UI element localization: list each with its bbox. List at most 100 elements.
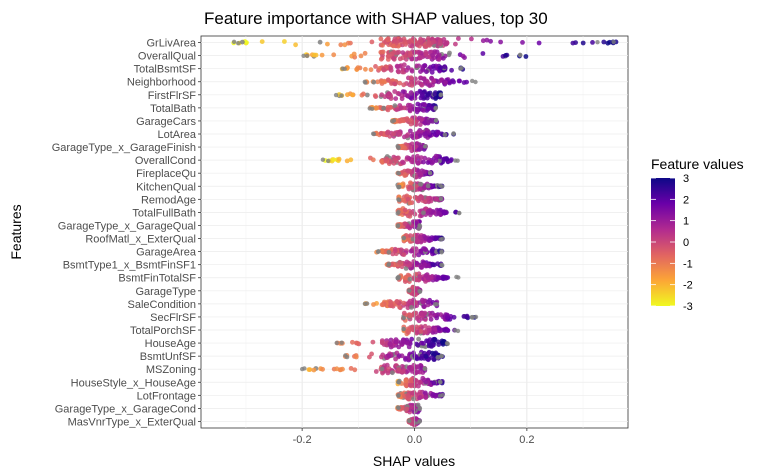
missing-point [417, 224, 423, 229]
shap-point [428, 342, 434, 348]
legend-tick-label: -2 [683, 280, 693, 292]
shap-point [416, 49, 422, 55]
shap-point [407, 102, 413, 108]
missing-point [438, 92, 443, 98]
shap-point [407, 313, 413, 319]
shap-point [413, 271, 419, 277]
shap-point [393, 38, 399, 44]
shap-point [338, 42, 344, 48]
missing-point [236, 41, 241, 46]
y-tick-label: MasVnrType_x_ExterQual [68, 416, 196, 428]
shap-point [331, 52, 337, 58]
y-tick-label: LotArea [157, 129, 196, 141]
shap-point [397, 80, 403, 86]
shap-point [570, 40, 576, 46]
missing-point [422, 366, 427, 371]
missing-point [395, 276, 401, 281]
missing-point [395, 170, 401, 176]
shap-point [355, 340, 360, 346]
missing-point [305, 53, 310, 59]
legend-ticks: 3 2 1 0 -1 -2 -3 [651, 173, 693, 313]
shap-point [419, 265, 425, 270]
shap-point [392, 89, 398, 94]
legend-title: Feature values [651, 156, 744, 172]
shap-point [404, 406, 410, 412]
shap-point [403, 42, 408, 47]
shap-point [414, 107, 420, 113]
shap-point [385, 53, 391, 59]
legend-tick-label: 0 [683, 237, 689, 249]
missing-point [231, 39, 237, 44]
shap-point [411, 275, 417, 281]
missing-point [434, 302, 440, 307]
shap-point [446, 52, 452, 58]
shap-point [378, 56, 384, 62]
shap-point [399, 93, 405, 99]
shap-point [418, 122, 423, 127]
shap-point [370, 157, 376, 163]
y-tick-label: TotalPorchSF [130, 325, 196, 337]
shap-point [423, 51, 429, 57]
shap-point [421, 210, 426, 216]
legend-tick-label: -3 [683, 301, 693, 313]
shap-point [425, 275, 431, 281]
shap-point [375, 79, 380, 85]
y-tick-label: SecFlrSF [150, 312, 196, 324]
shap-point [397, 118, 403, 124]
chart-title: Feature importance with SHAP values, top… [204, 9, 548, 28]
missing-point [458, 66, 463, 71]
shap-point [389, 51, 394, 57]
shap-point [422, 199, 428, 204]
shap-point [417, 235, 423, 240]
missing-point [433, 118, 439, 123]
shap-point [432, 49, 438, 54]
shap-point [413, 56, 419, 62]
shap-point [378, 130, 384, 136]
shap-point [388, 65, 394, 70]
shap-point [415, 364, 420, 370]
shap-point [380, 42, 385, 48]
missing-point [469, 315, 474, 320]
shap-point [381, 105, 387, 111]
shap-point [380, 339, 385, 345]
shap-point [433, 196, 439, 202]
shap-point [432, 326, 438, 332]
shap-point [405, 196, 411, 202]
shap-point [432, 91, 438, 97]
shap-point [424, 69, 429, 75]
x-tick-label: 0.0 [407, 434, 422, 446]
shap-point [416, 336, 421, 342]
shap-point [404, 133, 410, 139]
shap-point [416, 383, 421, 389]
shap-point [415, 342, 421, 348]
shap-point [368, 67, 374, 73]
shap-point [429, 248, 435, 254]
shap-point [411, 159, 416, 165]
missing-point [406, 288, 412, 293]
shap-point [431, 380, 437, 386]
shap-point [402, 173, 408, 179]
missing-point [433, 105, 439, 111]
shap-point [418, 69, 423, 74]
shap-point [414, 324, 419, 330]
shap-point [396, 69, 401, 75]
shap-point [418, 55, 423, 61]
shap-point [379, 366, 385, 372]
missing-point [423, 144, 428, 149]
shap-point [449, 157, 454, 163]
shap-point [386, 353, 392, 359]
y-tick-label: MSZoning [146, 364, 196, 376]
shap-point [430, 392, 436, 397]
shap-point [358, 53, 364, 59]
shap-point [428, 316, 434, 322]
shap-point [445, 275, 451, 280]
shap-point [431, 39, 436, 44]
shap-point [403, 266, 409, 271]
y-tick-label: GarageArea [136, 247, 197, 259]
missing-point [371, 131, 376, 136]
y-tick-label: BsmtFinTotalSF [118, 273, 196, 285]
shap-point [405, 329, 410, 334]
shap-point [422, 131, 428, 137]
shap-point [404, 155, 410, 161]
